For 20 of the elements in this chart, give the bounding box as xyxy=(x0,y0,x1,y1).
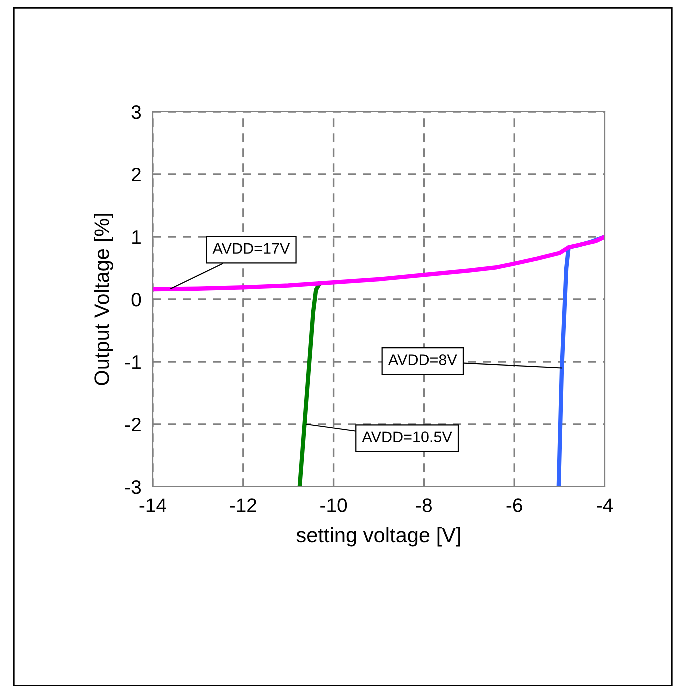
line-series xyxy=(153,234,605,292)
y-tick-label: 0 xyxy=(132,292,142,307)
x-tick-label: -6 xyxy=(506,498,522,512)
line-series xyxy=(298,282,322,487)
annotation: AVDD=10.5V xyxy=(362,432,452,442)
x-tick-label: -8 xyxy=(416,498,432,512)
y-tick-label: 3 xyxy=(132,105,142,120)
x-tick-label: -4 xyxy=(597,498,614,512)
annotation: AVDD=17V xyxy=(212,243,290,254)
y-axis-title: Output Voltage [%] xyxy=(94,214,114,386)
y-tick-label: 1 xyxy=(132,230,141,244)
y-tick-label: 2 xyxy=(132,168,141,182)
y-tick-label: -3 xyxy=(125,480,142,494)
x-axis-title: setting voltage [V] xyxy=(296,527,460,547)
x-tick-label: -12 xyxy=(230,498,256,512)
x-tick-label: -14 xyxy=(140,498,166,512)
y-tick-label: -1 xyxy=(125,356,141,370)
x-tick-label: -10 xyxy=(320,498,348,512)
y-tick-label: -2 xyxy=(125,418,141,432)
annotation: AVDD=8V xyxy=(388,354,458,366)
